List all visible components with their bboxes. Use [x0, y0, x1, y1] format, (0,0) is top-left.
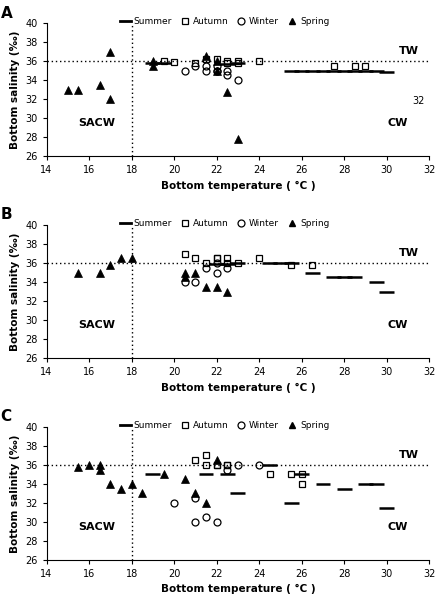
Text: TW: TW [399, 450, 419, 460]
Text: TW: TW [399, 46, 419, 56]
Text: 32: 32 [413, 96, 425, 106]
Text: TW: TW [399, 248, 419, 259]
X-axis label: Bottom temperature ( °C ): Bottom temperature ( °C ) [161, 584, 315, 595]
Text: SACW: SACW [78, 521, 116, 532]
Text: CW: CW [388, 320, 408, 330]
Y-axis label: Bottom salinity (‰): Bottom salinity (‰) [10, 232, 19, 351]
Text: B: B [0, 208, 12, 223]
Text: SACW: SACW [78, 320, 116, 330]
Legend: Summer, Autumn, Winter, Spring: Summer, Autumn, Winter, Spring [120, 421, 329, 430]
X-axis label: Bottom temperature ( °C ): Bottom temperature ( °C ) [161, 181, 315, 191]
Legend: Summer, Autumn, Winter, Spring: Summer, Autumn, Winter, Spring [120, 17, 329, 26]
X-axis label: Bottom temperature ( °C ): Bottom temperature ( °C ) [161, 383, 315, 392]
Text: CW: CW [388, 118, 408, 128]
Y-axis label: Bottom salinity (‰): Bottom salinity (‰) [10, 434, 19, 553]
Text: CW: CW [388, 521, 408, 532]
Legend: Summer, Autumn, Winter, Spring: Summer, Autumn, Winter, Spring [120, 219, 329, 228]
Text: SACW: SACW [78, 118, 116, 128]
Text: A: A [0, 5, 12, 20]
Text: C: C [0, 409, 12, 424]
Y-axis label: Bottom salinity (‰): Bottom salinity (‰) [10, 31, 19, 149]
